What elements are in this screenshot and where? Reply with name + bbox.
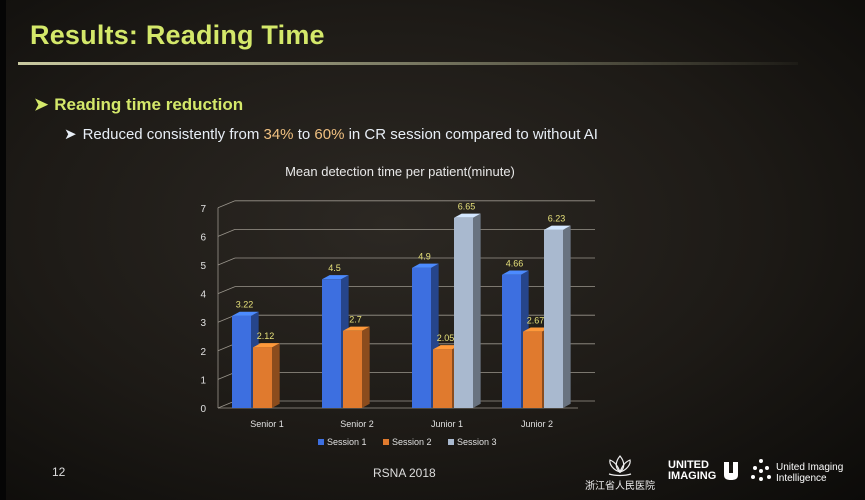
bullet-level1-text: Reading time reduction: [54, 95, 244, 114]
legend-item-session-1: Session 1: [318, 437, 367, 447]
x-category-label: Senior 2: [340, 419, 374, 429]
hospital-logo: 浙江省人民医院: [585, 455, 655, 492]
bar-top: [544, 225, 571, 230]
bar-front: [454, 217, 473, 408]
bar-front: [523, 331, 542, 408]
bar-front: [343, 330, 362, 408]
data-label: 6.23: [548, 214, 566, 224]
y-tick-label: 0: [200, 404, 206, 415]
legend-label: Session 2: [392, 437, 432, 447]
chart-legend: Session 1 Session 2 Session 3: [318, 437, 497, 447]
bar-front: [322, 279, 341, 408]
bar-front: [502, 274, 521, 408]
hospital-logo-text: 浙江省人民医院: [585, 479, 655, 492]
bar-front: [253, 347, 272, 408]
page-number: 12: [52, 465, 66, 479]
united-imaging-logo: UNITED IMAGING: [668, 460, 716, 482]
data-label: 4.66: [506, 259, 524, 269]
bar-session-3-junior-2: [544, 225, 571, 408]
chart-labels: 3.22 2.12 Senior 1 4.5 2.7 Senior 2 4.9 2.05 6.6…: [236, 202, 566, 429]
grid-depth-line: [217, 200, 236, 209]
bar-front: [433, 349, 452, 408]
bar-top: [454, 213, 481, 218]
chart-bars: [232, 213, 571, 408]
bar-session-1-senior-1: [232, 311, 259, 408]
bar-top: [253, 343, 280, 348]
bar-top: [232, 311, 259, 316]
screen-edge: [0, 0, 6, 500]
title-underline: [18, 62, 798, 65]
bullet-level1: ➤ Reading time reduction: [34, 95, 243, 115]
bar-side: [272, 343, 280, 408]
united-imaging-line2: IMAGING: [668, 470, 717, 482]
data-label: 3.22: [236, 300, 254, 310]
uii-mark-icon: [751, 459, 771, 481]
chart-title: Mean detection time per patient(minute): [285, 164, 515, 179]
x-category-label: Junior 2: [521, 419, 553, 429]
grid-depth-line: [217, 229, 236, 237]
bullet-level2-suffix: in CR session compared to without AI: [344, 126, 598, 143]
data-label: 2.67: [527, 315, 545, 325]
legend-label: Session 1: [327, 437, 367, 447]
bar-side: [563, 225, 571, 408]
bar-session-2-senior-2: [343, 326, 370, 408]
grid-depth-line: [217, 286, 236, 294]
bullet-level2-to: 60%: [314, 126, 345, 143]
legend-item-session-2: Session 2: [383, 437, 432, 447]
y-tick-label: 6: [200, 232, 206, 243]
bar-front: [232, 315, 251, 408]
bar-top: [523, 327, 550, 332]
grid-depth-line: [217, 257, 236, 266]
bar-session-3-junior-1: [454, 213, 481, 408]
y-tick-label: 1: [200, 375, 206, 386]
legend-swatch: [318, 439, 324, 445]
y-tick-label: 4: [200, 290, 206, 301]
footer-conference: RSNA 2018: [373, 466, 436, 480]
bar-chart: Mean detection time per patient(minute) …: [200, 164, 595, 447]
data-label: 6.65: [458, 202, 476, 212]
bar-side: [473, 213, 481, 408]
slide-title: Results: Reading Time: [30, 20, 325, 50]
data-label: 4.5: [328, 263, 341, 273]
x-category-label: Senior 1: [250, 419, 284, 429]
y-tick-label: 5: [200, 261, 206, 272]
united-imaging-line1: UNITED: [668, 459, 709, 471]
data-label: 2.7: [349, 315, 362, 325]
data-label: 4.9: [418, 252, 431, 262]
bar-top: [343, 326, 370, 331]
bar-front: [412, 267, 431, 408]
legend-swatch: [383, 439, 389, 445]
y-tick-label: 7: [200, 204, 206, 215]
uii-logo-text: United Imaging Intelligence: [776, 462, 843, 484]
uii-line2: Intelligence: [776, 473, 827, 484]
bullet-arrow-icon: ➤: [64, 126, 77, 143]
bar-top: [322, 275, 349, 280]
bar-front: [544, 229, 563, 408]
bullet-level2-prefix: Reduced consistently from: [82, 126, 264, 143]
data-label: 2.12: [257, 331, 275, 341]
y-tick-label: 2: [200, 347, 206, 358]
bar-top: [502, 270, 529, 275]
data-label: 2.05: [437, 333, 455, 343]
legend-label: Session 3: [457, 437, 497, 447]
bar-top: [433, 345, 460, 350]
chart-grid: 0 1 2 3 4 5 6 7: [200, 200, 595, 415]
lotus-icon: [608, 455, 632, 477]
x-category-label: Junior 1: [431, 419, 463, 429]
legend-swatch: [448, 439, 454, 445]
bar-session-2-senior-1: [253, 343, 280, 408]
bullet-level2-from: 34%: [263, 126, 294, 143]
bullet-level2-to-word: to: [293, 126, 315, 143]
bar-side: [362, 326, 370, 408]
bullet-level2: ➤ Reduced consistently from 34% to 60% in…: [64, 125, 598, 143]
uii-line1: United Imaging: [776, 462, 844, 473]
legend-item-session-3: Session 3: [448, 437, 497, 447]
united-imaging-mark-icon: [724, 462, 738, 480]
y-tick-label: 3: [200, 318, 206, 329]
bullet-arrow-icon: ➤: [34, 95, 49, 114]
bar-top: [412, 263, 439, 268]
